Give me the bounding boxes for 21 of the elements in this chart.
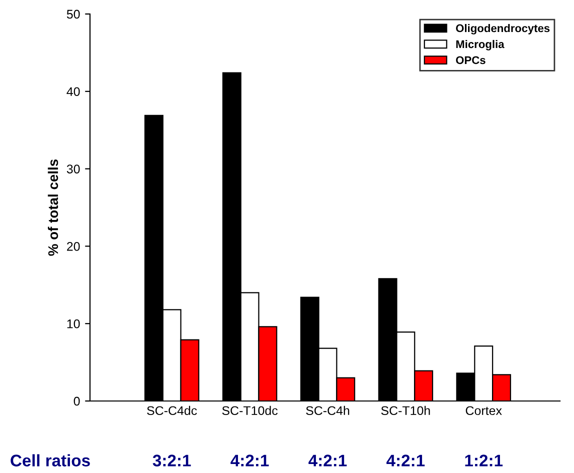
y-tick-label: 20 — [67, 242, 80, 251]
x-tick-label: SC-T10dc — [222, 406, 278, 416]
legend-label: Microglia — [456, 40, 504, 50]
text: 4:2:1 — [230, 454, 269, 466]
y-tick-label: 50 — [66, 10, 80, 19]
text: 4:2:1 — [386, 454, 425, 466]
legend-label: OPCs — [456, 56, 486, 64]
x-tick-label: SC-C4h — [306, 406, 350, 416]
x-tick-label: Cortex — [466, 406, 502, 416]
text: 3:2:1 — [152, 454, 191, 466]
y-tick-label: 0 — [74, 396, 80, 406]
y-axis-title: % of total cells — [48, 159, 58, 256]
text: 1:2:1 — [465, 454, 503, 466]
y-tick-label: 30 — [66, 164, 80, 174]
legend-label: Oligodendrocytes — [456, 24, 550, 34]
y-tick-label: 40 — [66, 87, 80, 96]
text: Cell ratios — [10, 454, 90, 466]
x-tick-label: SC-C4dc — [147, 406, 197, 416]
text: 4:2:1 — [308, 454, 347, 466]
y-tick-label: 10 — [67, 319, 80, 328]
x-tick-label: SC-T10h — [381, 406, 430, 416]
